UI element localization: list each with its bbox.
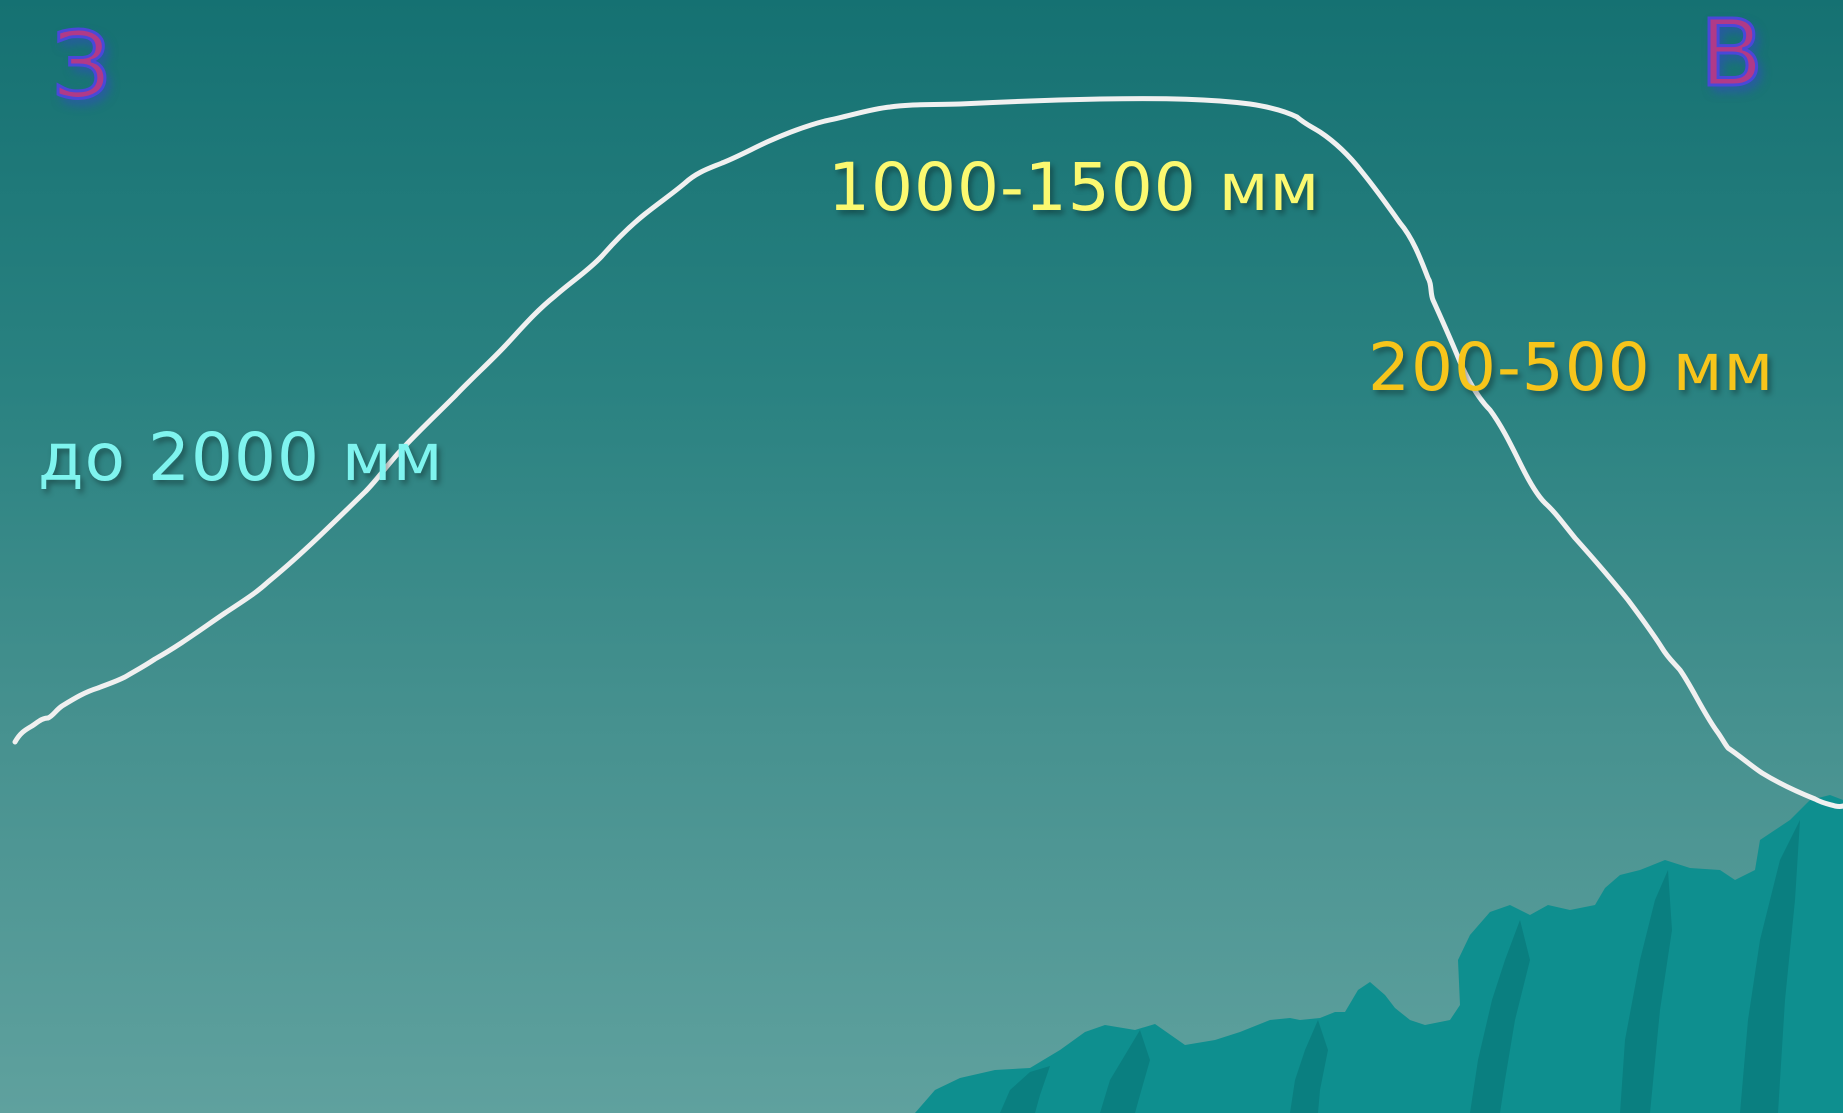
direction-west-label: З bbox=[51, 12, 113, 119]
mountain-shadow bbox=[1290, 1020, 1328, 1113]
mountain-shadow bbox=[1740, 820, 1800, 1113]
precipitation-label-west: до 2000 мм bbox=[38, 419, 444, 496]
mountains-illustration bbox=[915, 795, 1843, 1113]
precipitation-label-east: 200-500 мм bbox=[1368, 329, 1775, 406]
mountain-shadow bbox=[1620, 870, 1672, 1113]
precipitation-label-center: 1000-1500 мм bbox=[828, 149, 1321, 226]
precipitation-profile-line bbox=[12, 96, 1843, 809]
mountain-shadow bbox=[1470, 920, 1530, 1113]
mountain-shadow bbox=[1100, 1030, 1150, 1113]
mountain-range bbox=[915, 795, 1843, 1113]
mountain-shadow bbox=[1000, 1066, 1050, 1113]
direction-east-label: В bbox=[1698, 0, 1764, 107]
